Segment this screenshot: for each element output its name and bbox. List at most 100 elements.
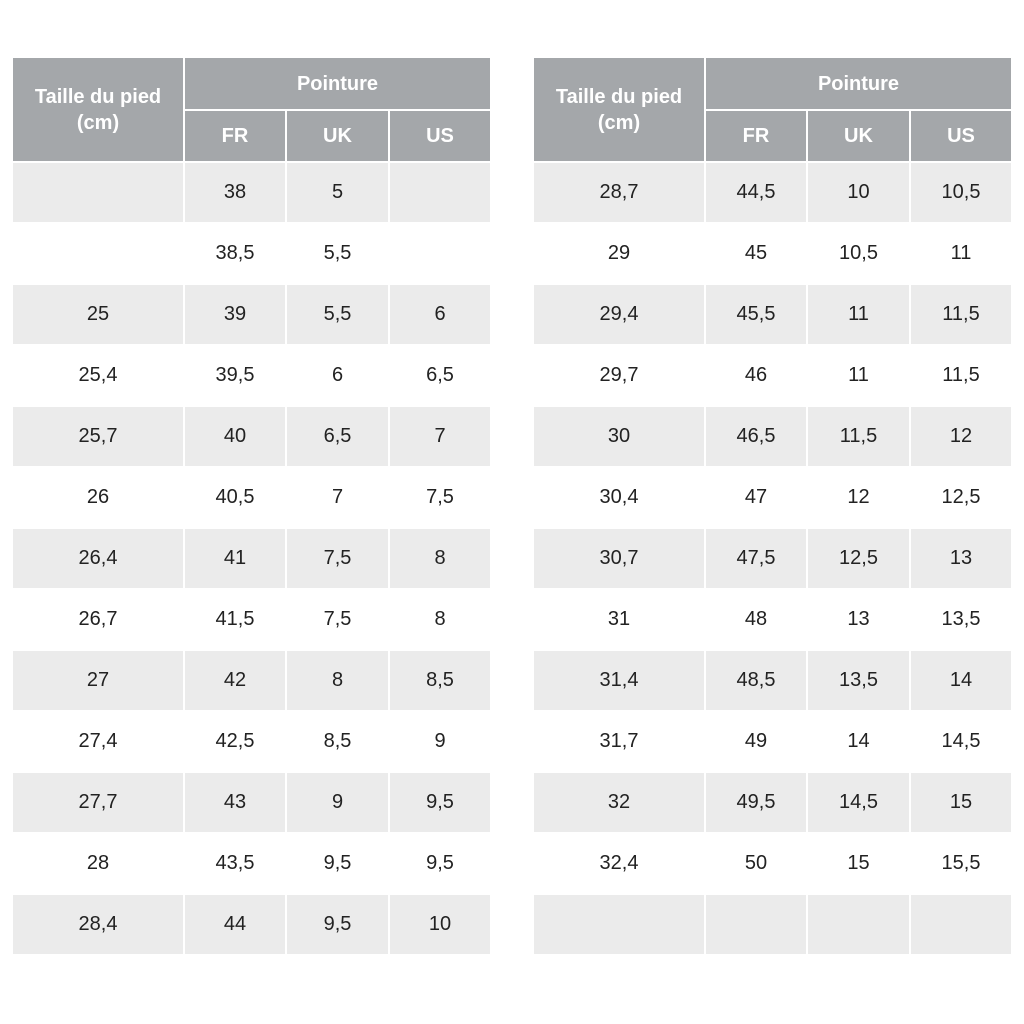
table-cell: 7,5: [287, 529, 388, 588]
table-cell: [706, 895, 806, 954]
table-cell: 9: [434, 730, 446, 752]
table-cell: 9,5: [323, 852, 352, 874]
table-cell: 26,4: [13, 529, 183, 588]
table-cell: 31,7: [599, 730, 639, 752]
table-cell: 5,5: [323, 242, 352, 264]
header-size: Taille du pied (cm): [534, 58, 704, 161]
table-cell: 14: [847, 730, 870, 752]
table-cell: 12,5: [941, 486, 981, 508]
table-cell: 25,4: [78, 364, 118, 386]
table-cell: [808, 895, 909, 954]
table-cell: 8: [287, 651, 388, 710]
table-cell: 9,5: [390, 773, 490, 832]
table-cell: 27,4: [78, 730, 118, 752]
table-cell: 11,5: [911, 285, 1011, 344]
table-cell: 41: [185, 529, 285, 588]
table-cell: 40,5: [215, 486, 255, 508]
table-cell: 45: [744, 242, 768, 264]
table-cell: 7: [331, 486, 344, 508]
table-cell: 46: [744, 364, 768, 386]
table-cell: [13, 224, 183, 283]
table-cell: 8,5: [390, 651, 490, 710]
table-cell: 7,5: [426, 486, 454, 508]
header-column: UK: [808, 111, 909, 161]
table-cell: 11: [950, 242, 972, 264]
table-cell: 32,4: [599, 852, 639, 874]
table-cell: 25,7: [13, 407, 183, 466]
table-cell: 7,5: [323, 608, 352, 630]
size-table: Taille du pied (cm) Pointure FR UK US 28,7 44,…: [534, 58, 1011, 954]
table-cell: 44,5: [706, 163, 806, 222]
table-cell: 48: [744, 608, 768, 630]
table-cell: 6: [390, 285, 490, 344]
header-group: Pointure: [706, 58, 1011, 109]
table-cell: 11: [808, 285, 909, 344]
table-cell: 12,5: [808, 529, 909, 588]
table-cell: 12: [847, 486, 870, 508]
table-cell: [390, 163, 490, 222]
table-cell: 7: [390, 407, 490, 466]
table-cell: 40: [185, 407, 285, 466]
table-cell: 10,5: [911, 163, 1011, 222]
table-cell: 9: [287, 773, 388, 832]
table-cell: 31: [607, 608, 631, 630]
table-cell: 44: [185, 895, 285, 954]
table-cell: 10: [390, 895, 490, 954]
table-cell: 29,7: [599, 364, 639, 386]
table-cell: 28,7: [534, 163, 704, 222]
table-cell: 10,5: [839, 242, 878, 264]
table-cell: [390, 224, 490, 283]
table-cell: 8: [390, 529, 490, 588]
header-column: US: [390, 111, 490, 161]
table-cell: 6: [331, 364, 344, 386]
table-cell: 28: [86, 852, 110, 874]
table-cell: 42: [185, 651, 285, 710]
table-cell: 11,5: [942, 364, 980, 386]
table-cell: 45,5: [706, 285, 806, 344]
table-cell: 5,5: [287, 285, 388, 344]
table-cell: 9,5: [426, 852, 454, 874]
table-cell: 30,4: [599, 486, 639, 508]
table-cell: 31,4: [534, 651, 704, 710]
table-cell: 25: [13, 285, 183, 344]
table-cell: 12: [911, 407, 1011, 466]
table-cell: 47,5: [706, 529, 806, 588]
table-cell: 29,4: [534, 285, 704, 344]
table-cell: 32: [534, 773, 704, 832]
table-cell: 13,5: [808, 651, 909, 710]
table-cell: 6,5: [426, 364, 454, 386]
table-cell: 43: [185, 773, 285, 832]
table-cell: 6,5: [287, 407, 388, 466]
table-cell: 8,5: [323, 730, 352, 752]
table-cell: 26,7: [78, 608, 118, 630]
header-column: UK: [287, 111, 388, 161]
table-cell: 48,5: [706, 651, 806, 710]
table-cell: 13: [911, 529, 1011, 588]
table-cell: 13: [847, 608, 870, 630]
table-cell: 27: [13, 651, 183, 710]
table-cell: 39: [185, 285, 285, 344]
header-column: US: [911, 111, 1011, 161]
table-cell: 29: [607, 242, 631, 264]
table-cell: 49,5: [706, 773, 806, 832]
table-cell: 15: [911, 773, 1011, 832]
table-cell: 50: [744, 852, 768, 874]
table-cell: 30,7: [534, 529, 704, 588]
table-cell: 14: [911, 651, 1011, 710]
table-cell: 38,5: [215, 242, 255, 264]
table-cell: [13, 163, 183, 222]
size-table: Taille du pied (cm) Pointure FR UK US 38 5 38,5…: [13, 58, 490, 954]
table-cell: 47: [744, 486, 768, 508]
table-cell: 42,5: [215, 730, 255, 752]
table-cell: 43,5: [215, 852, 255, 874]
table-cell: 9,5: [287, 895, 388, 954]
table-cell: 49: [744, 730, 768, 752]
table-cell: 41,5: [215, 608, 255, 630]
table-cell: 39,5: [215, 364, 255, 386]
table-cell: 11,5: [808, 407, 909, 466]
header-group: Pointure: [185, 58, 490, 109]
header-column: FR: [706, 111, 806, 161]
table-cell: 15,5: [941, 852, 981, 874]
table-cell: 8: [434, 608, 446, 630]
